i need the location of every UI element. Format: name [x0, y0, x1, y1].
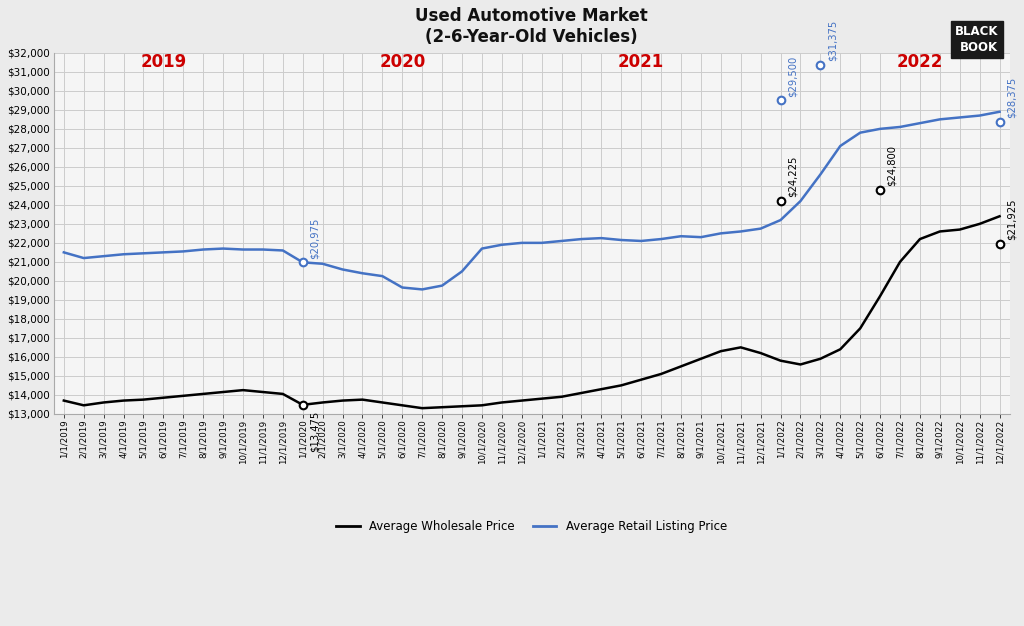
Text: $20,975: $20,975	[309, 217, 319, 259]
Text: 2022: 2022	[897, 53, 943, 71]
Text: $29,500: $29,500	[787, 55, 798, 96]
Text: $31,375: $31,375	[827, 19, 838, 61]
Text: BLACK
BOOK: BLACK BOOK	[955, 25, 998, 54]
Text: $21,925: $21,925	[1007, 199, 1017, 240]
Text: 2019: 2019	[140, 53, 186, 71]
Text: 2021: 2021	[618, 53, 665, 71]
Text: $28,375: $28,375	[1007, 76, 1017, 118]
Text: 2020: 2020	[379, 53, 425, 71]
Text: $24,800: $24,800	[887, 145, 897, 186]
Text: $13,475: $13,475	[309, 411, 319, 452]
Text: $24,225: $24,225	[787, 155, 798, 197]
Title: Used Automotive Market
(2-6-Year-Old Vehicles): Used Automotive Market (2-6-Year-Old Veh…	[416, 7, 648, 46]
Legend: Average Wholesale Price, Average Retail Listing Price: Average Wholesale Price, Average Retail …	[332, 515, 732, 538]
